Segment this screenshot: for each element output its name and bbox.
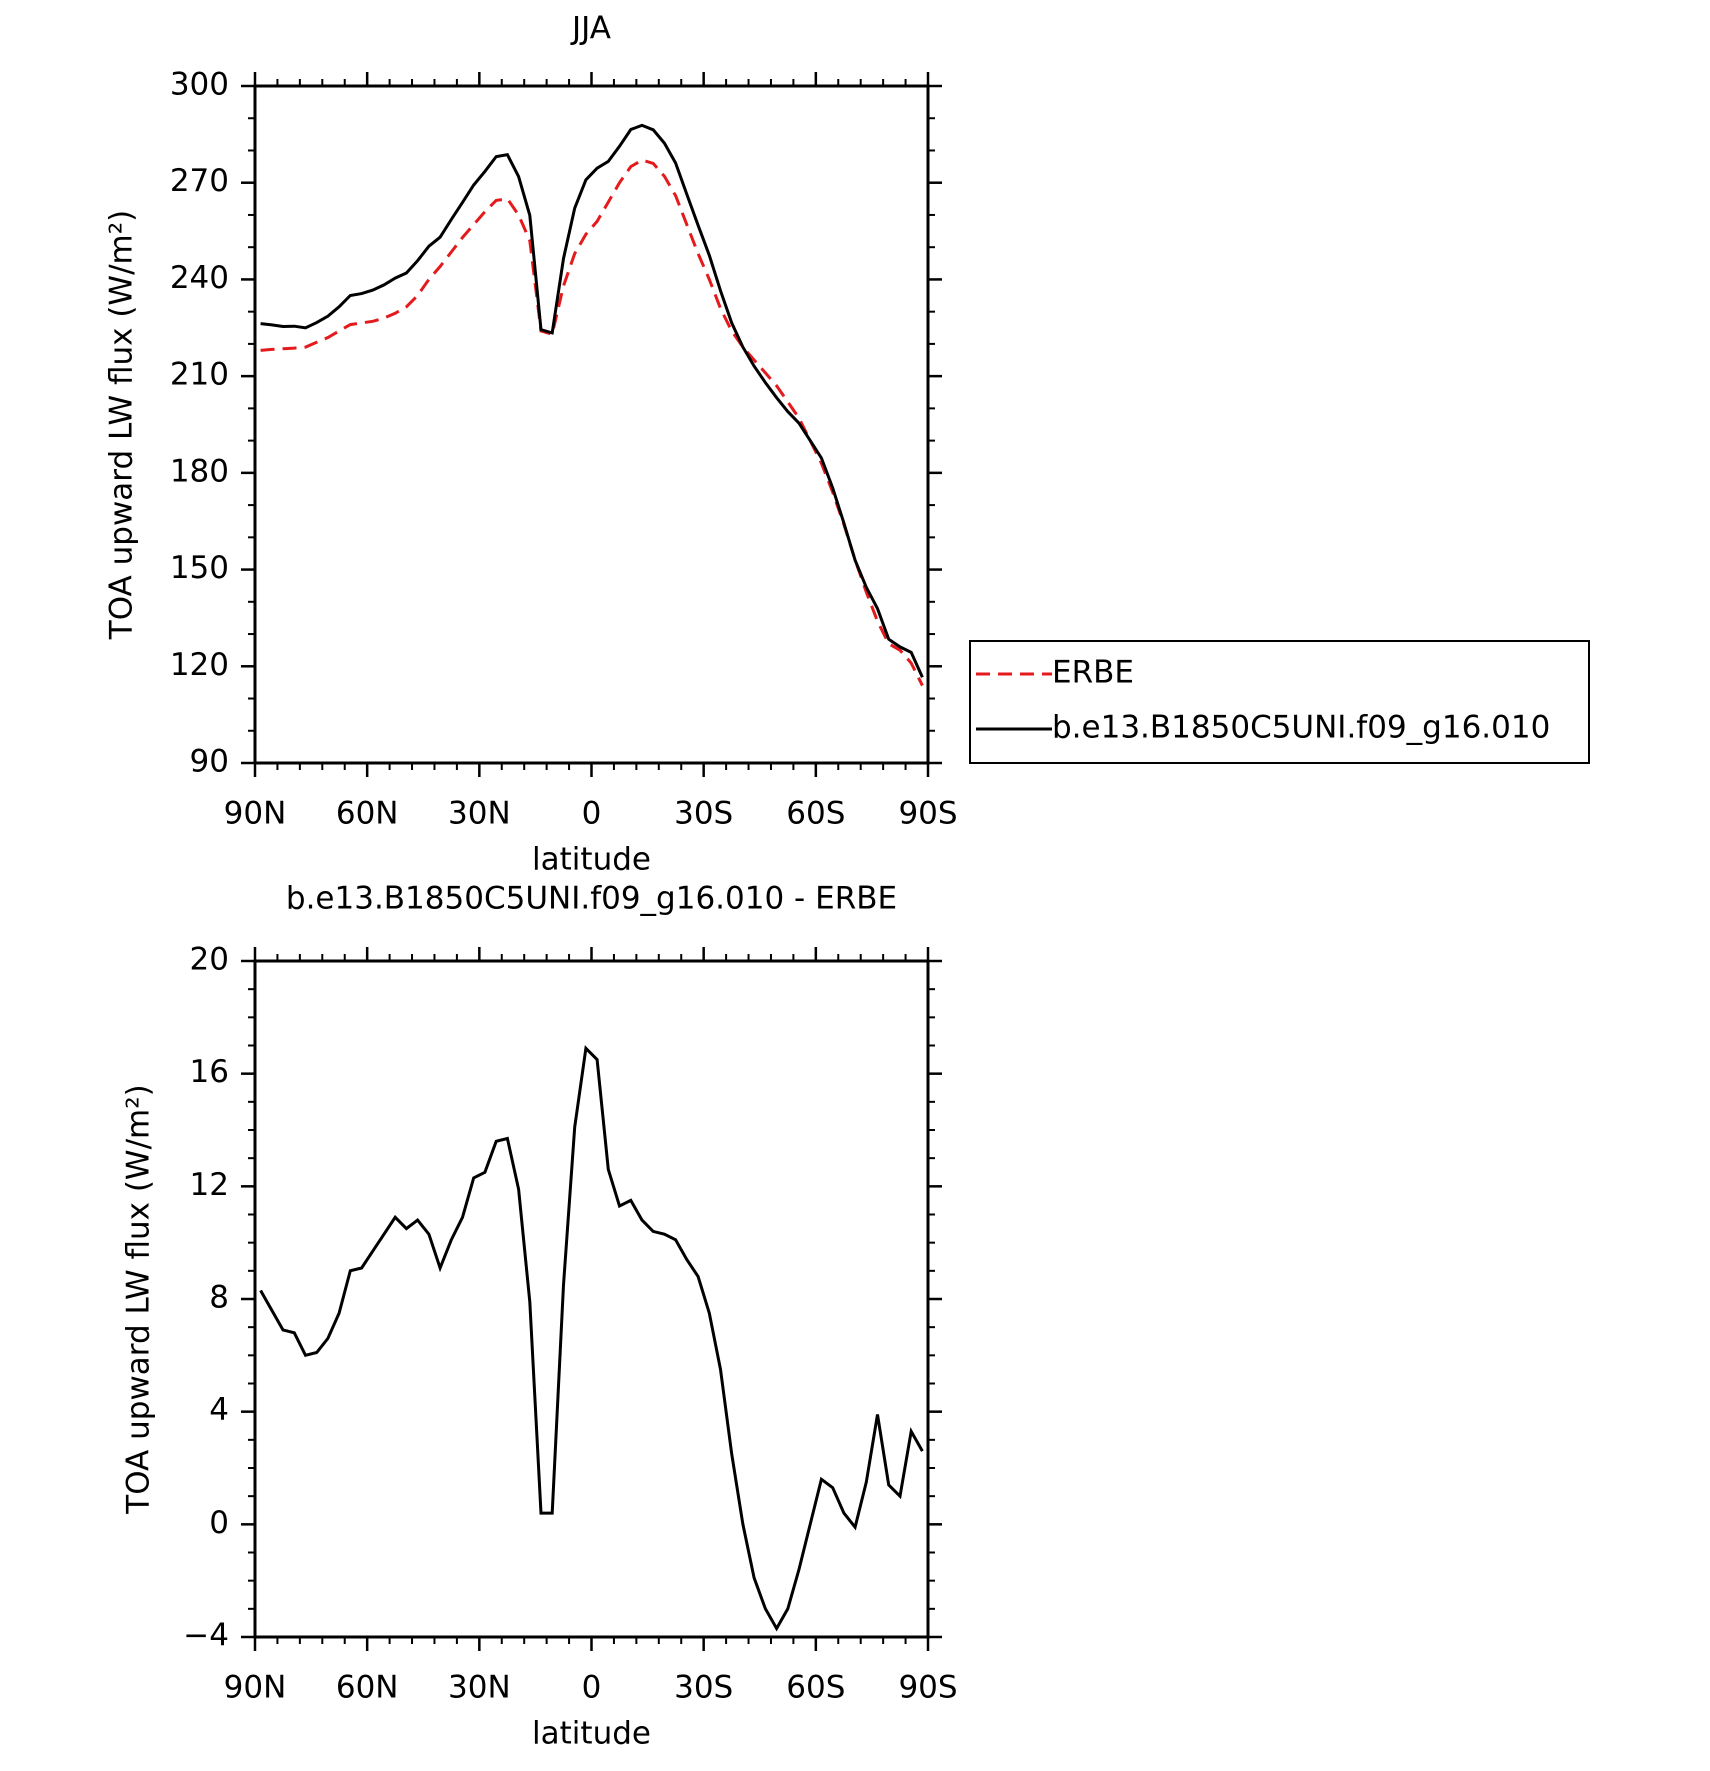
x-tick-label: 30N: [448, 1670, 511, 1706]
x-tick-label: 30S: [674, 796, 733, 832]
y-tick-label: 210: [170, 357, 229, 393]
x-tick-label: 0: [582, 1670, 602, 1706]
data-line: [259, 1045, 924, 1632]
x-tick-label: 60N: [336, 1670, 399, 1706]
chart-title: JJA: [570, 11, 611, 47]
y-tick-label: −4: [183, 1618, 229, 1654]
y-tick-label: 4: [209, 1392, 229, 1428]
x-tick-label: 30N: [448, 796, 511, 832]
x-tick-label: 90N: [224, 796, 287, 832]
x-tick-label: 90S: [898, 796, 957, 832]
plot-frame: [253, 959, 930, 1639]
y-tick-label: 12: [190, 1167, 229, 1203]
x-tick-label: 30S: [674, 1670, 733, 1706]
legend-box: [969, 640, 1590, 764]
legend: ERBE b.e13.B1850C5UNI.f09_g16.010: [969, 640, 1590, 764]
y-tick-label: 270: [170, 163, 229, 199]
chart-title: b.e13.B1850C5UNI.f09_g16.010 - ERBE: [286, 881, 897, 917]
y-tick-label: 120: [170, 647, 229, 683]
x-tick-label: 60S: [786, 796, 845, 832]
data-line: [260, 158, 924, 687]
legend-label: b.e13.B1850C5UNI.f09_g16.010: [1052, 710, 1550, 746]
x-tick-label: 90N: [224, 1670, 287, 1706]
x-axis-label: latitude: [532, 842, 651, 878]
y-tick-label: 180: [170, 453, 229, 489]
plot-frame: [253, 84, 930, 765]
y-tick-label: 300: [170, 67, 229, 103]
y-axis-label: TOA upward LW flux (W/m²): [121, 1084, 157, 1514]
y-tick-label: 90: [190, 744, 229, 780]
x-axis-label: latitude: [532, 1716, 651, 1752]
y-tick-label: 0: [209, 1505, 229, 1541]
data-line: [260, 123, 924, 678]
x-tick-label: 60N: [336, 796, 399, 832]
y-tick-label: 20: [190, 942, 229, 978]
y-axis-label: TOA upward LW flux (W/m²): [104, 210, 140, 640]
x-tick-label: 0: [582, 796, 602, 832]
x-tick-label: 90S: [898, 1670, 957, 1706]
legend-label: ERBE: [1052, 655, 1134, 691]
y-tick-label: 150: [170, 550, 229, 586]
y-tick-label: 8: [209, 1280, 229, 1316]
y-tick-label: 240: [170, 260, 229, 296]
y-tick-label: 16: [190, 1054, 229, 1090]
x-tick-label: 60S: [786, 1670, 845, 1706]
